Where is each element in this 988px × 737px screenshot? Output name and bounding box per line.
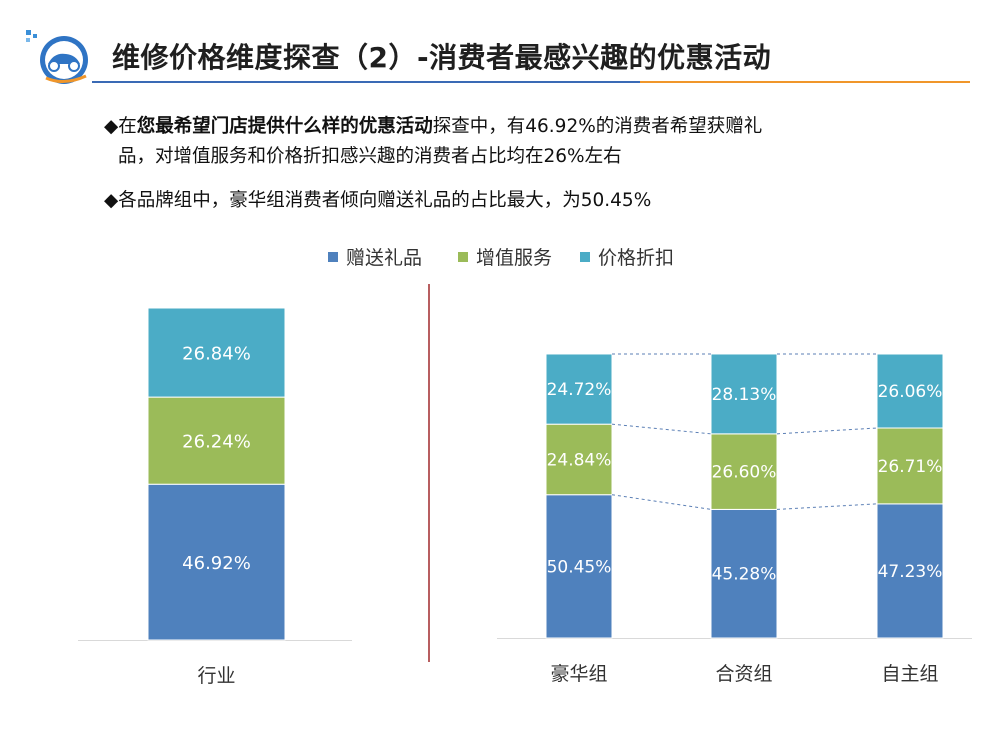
bar-segment (545, 423, 613, 496)
category-label: 豪华组 (550, 663, 607, 685)
bullet-1: ◆在您最希望门店提供什么样的优惠活动探查中，有46.92%的消费者希望获赠礼 (104, 112, 762, 142)
series-line (776, 503, 878, 510)
data-label: 45.28% (712, 565, 777, 585)
data-label: 50.45% (547, 557, 612, 577)
legend-swatch (328, 252, 338, 262)
title-rule-accent (640, 81, 970, 83)
legend-swatch (580, 252, 590, 262)
bar-segment (545, 353, 613, 425)
bullet-1-line2: 品，对增值服务和价格折扣感兴趣的消费者占比均在26%左右 (118, 146, 622, 167)
bar-segment (710, 353, 778, 435)
category-label: 行业 (197, 665, 235, 687)
bullet-1-bold: 您最希望门店提供什么样的优惠活动 (136, 116, 433, 137)
data-label: 24.84% (547, 450, 612, 470)
category-label: 自主组 (881, 663, 938, 685)
data-label: 28.13% (712, 385, 777, 405)
category-label: 合资组 (715, 663, 772, 685)
bar-segment (147, 483, 286, 641)
legend-label: 增值服务 (476, 247, 552, 269)
bar-segment (147, 396, 286, 485)
page-title: 维修价格维度探查（2）-消费者最感兴趣的优惠活动 (112, 41, 772, 74)
bullet-1-prefix: ◆在 (104, 116, 137, 137)
series-line (611, 494, 712, 510)
series-line (776, 427, 878, 435)
bar-segment (876, 353, 944, 429)
bar-segment (710, 508, 778, 639)
bar-segment (876, 427, 944, 505)
bullet-2: ◆各品牌组中，豪华组消费者倾向赠送礼品的占比最大，为50.45% (104, 190, 652, 211)
data-label: 26.71% (878, 457, 943, 477)
bar-segment (876, 503, 944, 639)
data-label: 26.84% (182, 344, 251, 365)
bar-segment (710, 433, 778, 510)
title-rule (92, 81, 652, 83)
data-label: 47.23% (878, 562, 943, 582)
brand-logo (26, 30, 88, 84)
data-label: 46.92% (182, 553, 251, 574)
series-line (611, 423, 712, 435)
bullet-1-suffix: 探查中，有46.92%的消费者希望获赠礼 (432, 116, 763, 137)
legend-swatch (458, 252, 468, 262)
data-label: 26.06% (878, 382, 943, 402)
data-label: 24.72% (547, 380, 612, 400)
data-label: 26.24% (182, 432, 251, 453)
legend-label: 赠送礼品 (346, 247, 422, 269)
bar-segment (147, 307, 286, 398)
data-label: 26.60% (712, 463, 777, 483)
legend-label: 价格折扣 (598, 247, 674, 269)
